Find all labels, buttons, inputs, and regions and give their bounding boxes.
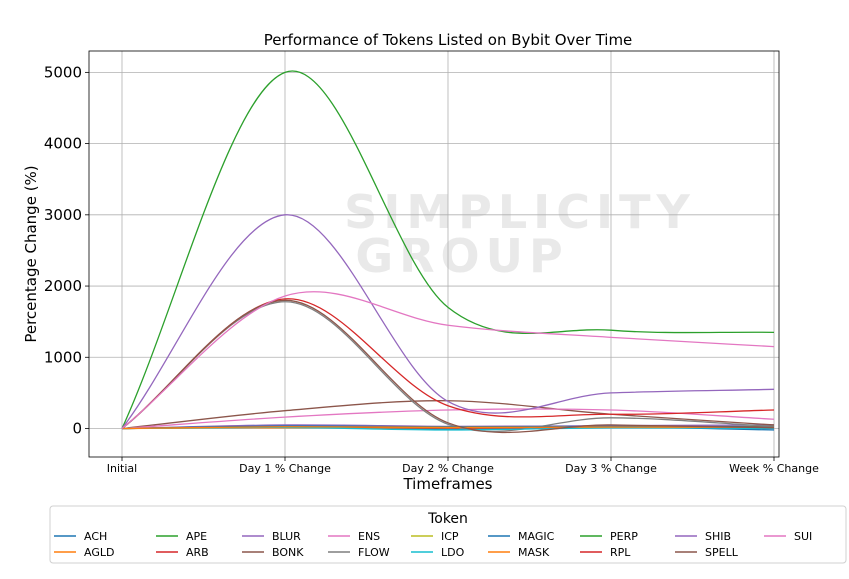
- chart-title: Performance of Tokens Listed on Bybit Ov…: [264, 31, 633, 49]
- legend-frame: [49, 505, 847, 564]
- legend-label-spell: SPELL: [705, 546, 739, 559]
- legend-items: ACH AGLD APE ARB BLUR BONK ENS FLOW ICP LDO MAGIC M…: [54, 530, 812, 559]
- y-axis-label: Percentage Change (%): [22, 165, 40, 342]
- series-line-mask: [121, 426, 775, 430]
- x-tick-label: Day 3 % Change: [565, 462, 657, 475]
- legend-label-ach: ACH: [84, 530, 107, 543]
- series-line-flow: [121, 301, 775, 433]
- legend-label-sui: SUI: [794, 530, 812, 543]
- legend: Token ACH AGLD APE ARB BLUR BONK ENS FLOW ICP LDO…: [49, 505, 847, 564]
- series-line-perp: [121, 70, 775, 429]
- y-tick-label: 5000: [44, 63, 82, 81]
- series-line-magic: [121, 425, 775, 430]
- plot-area-frame: [88, 50, 780, 458]
- axis-ticks: Initial Day 1 % Change Day 2 % Change Day 3…: [44, 63, 819, 475]
- x-tick-label: Day 2 % Change: [402, 462, 494, 475]
- legend-title: Token: [427, 511, 468, 527]
- y-tick-label: 2000: [44, 277, 82, 295]
- legend-label-icp: ICP: [441, 530, 459, 543]
- legend-label-agld: AGLD: [84, 546, 114, 559]
- series-line-ens: [121, 408, 775, 430]
- series-line-sui: [121, 291, 775, 430]
- legend-label-arb: ARB: [186, 546, 209, 559]
- y-tick-label: 1000: [44, 348, 82, 366]
- y-tick-label: 3000: [44, 206, 82, 224]
- series-line-shib: [121, 214, 775, 429]
- series-lines: [121, 70, 775, 434]
- watermark-line1: SIMPLICITY: [344, 185, 696, 239]
- x-tick-label: Week % Change: [729, 462, 819, 475]
- legend-label-rpl: RPL: [610, 546, 631, 559]
- legend-label-magic: MAGIC: [518, 530, 555, 543]
- legend-label-perp: PERP: [610, 530, 638, 543]
- legend-label-flow: FLOW: [358, 546, 390, 559]
- x-axis-label: Timeframes: [402, 475, 492, 493]
- y-tick-label: 0: [72, 420, 82, 438]
- series-line-spell: [121, 299, 775, 434]
- legend-label-mask: MASK: [518, 546, 550, 559]
- legend-label-shib: SHIB: [705, 530, 731, 543]
- legend-label-blur: BLUR: [272, 530, 301, 543]
- y-tick-label: 4000: [44, 135, 82, 153]
- legend-label-ens: ENS: [358, 530, 380, 543]
- x-tick-label: Initial: [107, 462, 137, 475]
- x-tick-label: Day 1 % Change: [239, 462, 331, 475]
- grid: [89, 51, 779, 457]
- legend-label-bonk: BONK: [272, 546, 304, 559]
- legend-label-ape: APE: [186, 530, 207, 543]
- legend-label-ldo: LDO: [441, 546, 465, 559]
- watermark-line2: GROUP: [355, 229, 568, 283]
